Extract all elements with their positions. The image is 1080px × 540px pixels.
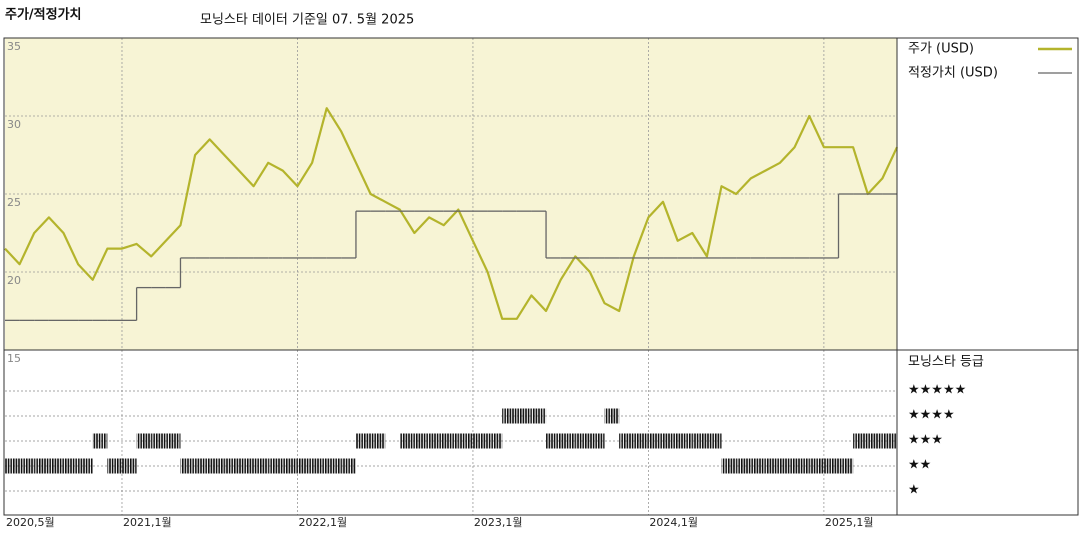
frame (3, 37, 1079, 516)
rating-bar (136, 433, 152, 449)
y-tick-label: 25 (7, 196, 21, 209)
rating-bar (487, 433, 503, 449)
x-tick-label: 2021,1월 (123, 516, 172, 529)
rating-bar (765, 458, 781, 474)
rating-bar (238, 458, 254, 474)
rating-bar (92, 433, 108, 449)
legend-label: 적정가치 (USD) (908, 66, 998, 81)
rating-bar (780, 458, 795, 474)
rating-bar (633, 433, 649, 449)
rating-bar (443, 433, 459, 449)
legend-label: 주가 (USD) (908, 42, 974, 57)
rating-bar (370, 433, 386, 449)
chart-subtitle: 모닝스타 데이터 기준일 07. 5월 2025 (200, 13, 414, 28)
rating-bar (663, 433, 678, 449)
rating-bar (180, 458, 196, 474)
y-tick-label: 30 (7, 118, 21, 131)
rating-bar (721, 458, 737, 474)
rating-bar (48, 458, 64, 474)
rating-bar (282, 458, 298, 474)
rating-bar (151, 433, 166, 449)
rating-bar (341, 458, 356, 474)
y-tick-label: 35 (7, 40, 21, 53)
rating-bar (19, 458, 35, 474)
rating-bar (472, 433, 488, 449)
rating-bar (326, 458, 342, 474)
rating-bar (458, 433, 473, 449)
rating-legend-label: ★★ (908, 458, 931, 473)
rating-bar (399, 433, 415, 449)
rating-bar (107, 458, 122, 474)
rating-bar (809, 458, 824, 474)
rating-bar (648, 433, 664, 449)
rating-bar (312, 458, 327, 474)
x-tick-label: 2020,5월 (6, 516, 55, 529)
price-line (4, 107, 898, 320)
chart-title: 주가/적정가치 (5, 7, 82, 23)
rating-bar (224, 458, 239, 474)
rating-bar (121, 458, 137, 474)
rating-bar (838, 458, 854, 474)
rating-bar (78, 458, 93, 474)
rating-bar (589, 433, 605, 449)
rating-bar (794, 458, 810, 474)
rating-bar (823, 458, 839, 474)
rating-bar (165, 433, 181, 449)
rating-bar (575, 433, 590, 449)
rating-bar (34, 458, 49, 474)
rating-bar (604, 408, 620, 424)
rating-legend-label: ★★★ (908, 433, 943, 448)
rating-legend-label: ★ (908, 483, 920, 498)
x-tick-label: 2023,1월 (474, 516, 523, 529)
rating-bar (516, 408, 532, 424)
rating-bar (195, 458, 210, 474)
rating-bar (297, 458, 313, 474)
rating-bar (692, 433, 707, 449)
rating-bar (546, 433, 561, 449)
rating-bar (63, 458, 79, 474)
rating-bar (853, 433, 868, 449)
rating-bar (429, 433, 444, 449)
y-tick-label: 20 (7, 274, 21, 287)
rating-bar (882, 433, 897, 449)
rating-bar (750, 458, 766, 474)
y-tick-label: 15 (7, 352, 21, 365)
rating-bar (5, 458, 20, 474)
x-tick-label: 2022,1월 (298, 516, 347, 529)
rating-bar (867, 433, 883, 449)
rating-bar (268, 458, 283, 474)
rating-bar (531, 408, 547, 424)
rating-bar (560, 433, 576, 449)
rating-bar (502, 408, 517, 424)
rating-bar (355, 433, 371, 449)
rating-bar (736, 458, 751, 474)
rating-bar (253, 458, 269, 474)
rating-bar (414, 433, 430, 449)
rating-bar (619, 433, 634, 449)
rating-bar (677, 433, 693, 449)
rating-legend-label: ★★★★★ (908, 383, 966, 398)
x-tick-label: 2024,1월 (649, 516, 698, 529)
rating-title: 모닝스타 등급 (908, 355, 984, 370)
rating-bar (209, 458, 225, 474)
rating-legend-label: ★★★★ (908, 408, 955, 423)
rating-bar (706, 433, 722, 449)
x-tick-label: 2025,1월 (825, 516, 874, 529)
